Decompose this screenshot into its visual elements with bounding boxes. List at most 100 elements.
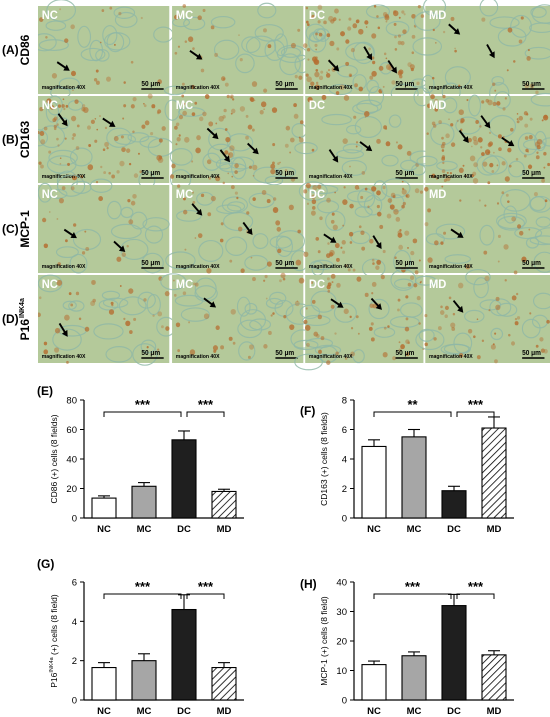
significance-label: ***: [198, 579, 214, 594]
dab-stain: [266, 261, 272, 267]
tubule: [269, 291, 287, 305]
x-tick-label: DC: [177, 524, 191, 535]
svg-text:CD86 (+) cells (8 fields): CD86 (+) cells (8 fields): [49, 414, 59, 503]
dab-stain: [275, 220, 281, 226]
scale-bar-label: 50 μm: [396, 260, 415, 267]
arrow-icon: [206, 127, 219, 140]
dab-stain: [411, 34, 416, 39]
dab-stain: [431, 121, 436, 126]
dab-stain: [222, 115, 226, 119]
dab-stain: [427, 208, 432, 213]
dab-stain: [434, 107, 439, 112]
dab-stain: [328, 15, 334, 22]
dab-stain: [307, 96, 313, 103]
dab-stain: [547, 162, 550, 167]
arrow-icon: [56, 61, 70, 71]
dab-stain: [317, 4, 323, 10]
dab-stain: [252, 197, 256, 201]
group-label: MD: [429, 189, 446, 201]
dab-stain: [472, 177, 479, 184]
dab-stain: [130, 60, 134, 64]
tissue-background: [172, 275, 304, 363]
x-tick-label: MC: [407, 706, 422, 717]
dab-stain: [230, 112, 233, 115]
micrograph-md-row3: MD magnification 40X 50 μm: [424, 185, 550, 275]
dab-stain: [488, 309, 491, 312]
dab-stain: [518, 115, 524, 121]
y-tick-label: 10: [336, 666, 347, 677]
dab-stain: [460, 118, 465, 123]
dab-stain: [71, 115, 77, 122]
dab-stain: [401, 10, 405, 14]
dab-stain: [438, 120, 442, 125]
dab-stain: [227, 172, 230, 175]
marker-label: CD163: [18, 121, 32, 159]
dab-stain: [249, 344, 254, 350]
dab-stain: [230, 185, 235, 190]
dab-stain: [311, 148, 315, 152]
svg-text:P16INK4a (+) cells (8 field): P16INK4a (+) cells (8 field): [49, 594, 59, 688]
micrograph-mc-row1: MC magnification 40X 50 μm: [163, 2, 310, 96]
dab-stain: [45, 35, 48, 39]
dab-stain: [520, 16, 524, 20]
significance-label: **: [407, 397, 418, 412]
dab-stain: [440, 305, 443, 309]
dab-stain: [358, 86, 363, 92]
dab-stain: [411, 51, 415, 55]
tubule: [38, 39, 69, 52]
tubule: [69, 147, 93, 167]
micrograph-md-row2: MD magnification 40X 50 μm: [416, 91, 550, 185]
dab-stain: [441, 169, 446, 174]
chart-h: (H) 0 10 20 30 40 MCP-1 (+) cells (8 field) NC M…: [300, 577, 514, 717]
dab-stain: [409, 64, 415, 70]
dab-stain: [250, 256, 253, 259]
dab-stain: [59, 162, 62, 165]
dab-stain: [260, 101, 267, 108]
dab-stain: [445, 175, 451, 182]
dab-stain: [312, 185, 318, 191]
tubule: [80, 47, 106, 61]
dab-stain: [66, 360, 69, 364]
dab-stain: [372, 60, 376, 65]
significance-label: ***: [198, 397, 214, 412]
dab-stain: [175, 322, 181, 328]
dab-stain: [404, 326, 410, 332]
dab-stain: [70, 303, 74, 307]
dab-stain: [67, 162, 70, 166]
dab-stain: [212, 345, 219, 351]
dab-stain: [472, 136, 478, 142]
dab-stain: [394, 35, 397, 39]
dab-stain: [340, 31, 345, 37]
dab-stain: [39, 130, 45, 137]
tubule: [373, 326, 396, 338]
dab-stain: [431, 76, 435, 80]
dab-stain: [143, 102, 145, 105]
dab-stain: [494, 332, 497, 335]
tubule: [464, 309, 485, 323]
dab-stain: [392, 356, 396, 361]
arrow-icon: [450, 228, 464, 238]
tubule: [221, 196, 249, 214]
dab-stain: [497, 260, 500, 263]
dab-stain: [331, 281, 334, 284]
micrograph-nc-row3: NC magnification 40X 50 μm: [37, 174, 170, 274]
dab-stain: [378, 65, 384, 71]
dab-stain: [56, 137, 59, 141]
tubule: [293, 339, 319, 351]
dab-stain: [403, 13, 406, 16]
dab-stain: [434, 98, 438, 103]
tubule: [497, 215, 526, 231]
dab-stain: [51, 73, 58, 79]
tubule: [244, 302, 258, 315]
tubule: [393, 249, 411, 273]
tubule: [314, 344, 342, 356]
dab-stain: [303, 189, 308, 194]
tubule: [497, 26, 527, 47]
dab-stain: [364, 20, 369, 25]
dab-stain: [432, 124, 437, 128]
dab-stain: [371, 56, 375, 60]
dab-stain: [352, 268, 356, 272]
dab-stain: [342, 199, 348, 205]
dab-stain: [356, 276, 362, 282]
